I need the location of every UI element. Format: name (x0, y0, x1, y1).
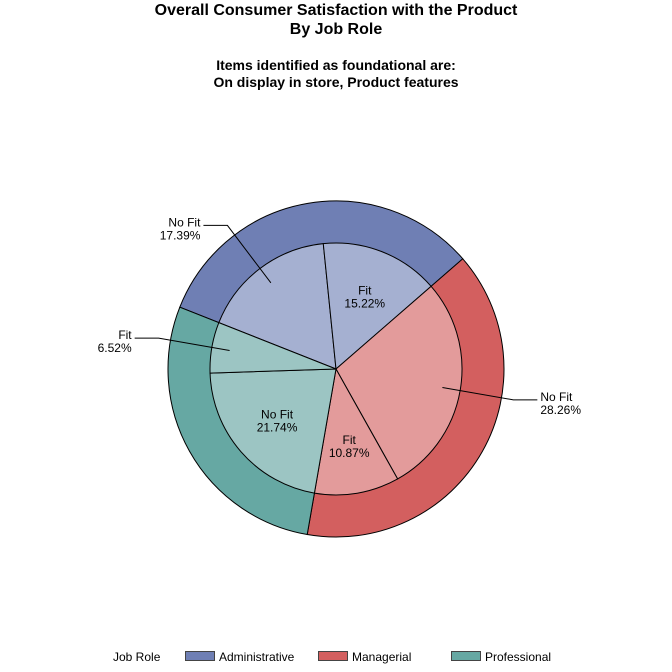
slice-label-value-administrative-no-fit: 17.39% (160, 228, 201, 242)
inner-slice-administrative-fit (322, 242, 432, 371)
slice-label-value-professional-no-fit: 21.74% (257, 420, 298, 434)
slice-label-value-administrative-fit: 15.22% (344, 296, 385, 310)
legend-title: Job Role (113, 650, 161, 664)
inner-slice-managerial-fit (313, 367, 399, 496)
legend-label-administrative: Administrative (219, 650, 295, 664)
slice-label-value-managerial-no-fit: 28.26% (540, 403, 581, 417)
slice-label-category-administrative-fit: Fit (358, 283, 372, 297)
leader-line-administrative-no-fit (203, 224, 272, 284)
inner-slice-professional-no-fit (209, 368, 337, 494)
chart-title: Overall Consumer Satisfaction with the P… (154, 2, 518, 19)
legend-swatch-managerial (318, 651, 348, 661)
legend-label-managerial: Managerial (352, 650, 412, 664)
legend-swatch-administrative (185, 651, 215, 661)
leader-line-managerial-no-fit (442, 387, 538, 401)
slice-label-value-professional-fit: 6.52% (98, 341, 132, 355)
slice-label-value-managerial-fit: 10.87% (329, 446, 370, 460)
legend-label-professional: Professional (485, 650, 552, 664)
leader-line-professional-fit (134, 337, 230, 351)
slice-label-category-managerial-no-fit: No Fit (540, 390, 573, 404)
slice-label-category-administrative-no-fit: No Fit (168, 215, 201, 229)
legend: Job Role Administrative Managerial Profe… (0, 648, 672, 668)
chart-subtitle: By Job Role (289, 21, 383, 38)
legend-swatch-professional (451, 651, 481, 661)
slice-label-category-professional-no-fit: No Fit (261, 407, 294, 421)
foundational-note-items: On display in store, Product features (213, 74, 459, 90)
slice-label-category-professional-fit: Fit (118, 328, 132, 342)
foundational-note-title: Items identified as foundational are: (216, 57, 456, 73)
slice-label-category-managerial-fit: Fit (342, 433, 356, 447)
